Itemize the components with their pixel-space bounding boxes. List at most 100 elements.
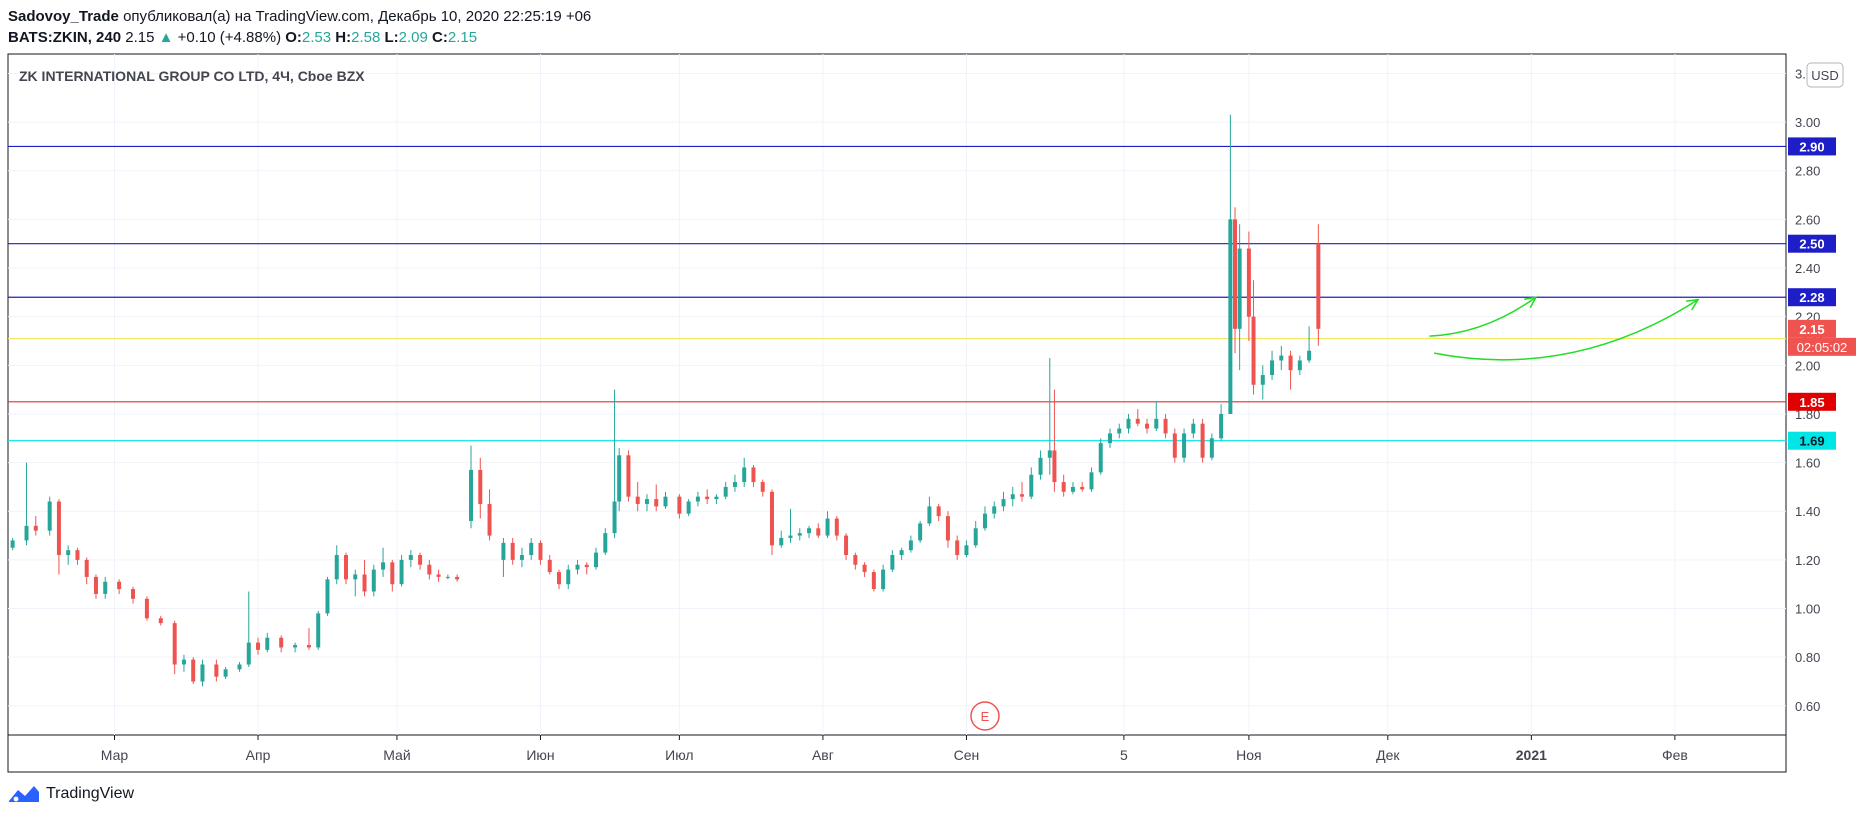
candle: [769, 489, 774, 556]
candle-body: [714, 496, 719, 500]
candle-body: [371, 569, 376, 592]
candle: [797, 528, 802, 541]
candle: [158, 615, 163, 626]
arrow-head-icon: [1524, 296, 1538, 309]
candle-body: [899, 550, 904, 556]
high-value: 2.58: [351, 29, 381, 46]
candle-body: [1288, 355, 1293, 371]
level-price-label-bg: [1788, 431, 1836, 450]
candle: [1270, 350, 1275, 380]
candle-body: [1237, 248, 1242, 329]
candle-body: [695, 496, 700, 502]
candle: [644, 494, 649, 512]
price-chart[interactable]: 0.600.801.001.201.401.601.802.002.202.40…: [0, 0, 1875, 780]
candle: [723, 482, 728, 500]
time-tick-label: Июл: [665, 747, 693, 763]
price-tick-label: 1.00: [1795, 602, 1820, 617]
candle: [181, 654, 186, 672]
candle: [214, 659, 219, 682]
candle-body: [344, 555, 349, 580]
candle: [1316, 224, 1321, 346]
time-tick-label: Авг: [812, 747, 834, 763]
last-price-label: 2.15: [1799, 322, 1824, 337]
price-tick-label: 2.60: [1795, 212, 1820, 227]
tradingview-logo-icon[interactable]: [8, 784, 40, 804]
time-tick-label: Апр: [246, 747, 271, 763]
candle-body: [556, 572, 561, 585]
candle-body: [853, 555, 858, 565]
candle-body: [455, 576, 460, 580]
candle-body: [1098, 443, 1103, 473]
candle-body: [677, 496, 682, 514]
candle: [1126, 413, 1131, 434]
candle-body: [788, 535, 793, 538]
drawing-arrows[interactable]: [1429, 296, 1700, 361]
footer-brand[interactable]: TradingView: [46, 785, 135, 802]
candle-body: [1061, 482, 1066, 492]
footer: TradingView: [8, 784, 134, 804]
grid: [8, 54, 1786, 735]
candle-body: [200, 664, 205, 682]
candle-body: [973, 528, 978, 546]
currency-badge[interactable]: USD: [1806, 62, 1844, 88]
candle: [1251, 280, 1256, 395]
candle: [131, 586, 136, 604]
time-tick-label: Май: [383, 747, 410, 763]
candle: [381, 547, 386, 577]
candle: [626, 450, 631, 502]
candle: [1089, 467, 1094, 492]
time-axis[interactable]: Мар Апр Май Июн Июл Авг Сен 5 Ноя Дек 2021 Фев: [101, 735, 1688, 763]
candle: [1228, 114, 1233, 414]
candle-body: [1307, 350, 1312, 361]
candle: [469, 445, 474, 529]
candle-body: [66, 550, 71, 556]
candle: [908, 535, 913, 553]
candle: [455, 574, 460, 582]
price-axis[interactable]: 0.600.801.001.201.401.601.802.002.202.40…: [1788, 66, 1856, 714]
candle-body: [547, 559, 552, 573]
author-name[interactable]: Sadovoy_Trade: [8, 8, 119, 25]
horizontal-levels[interactable]: [8, 145, 1786, 442]
high-label: H:: [335, 29, 352, 46]
candle-body: [390, 562, 395, 585]
candle-body: [1145, 423, 1150, 429]
candle: [436, 569, 441, 582]
candle: [510, 537, 515, 565]
candle-body: [191, 659, 196, 682]
candle: [519, 547, 524, 568]
candle: [24, 462, 29, 546]
candle: [1135, 409, 1140, 427]
candle-body: [1251, 316, 1256, 385]
candle: [862, 562, 867, 577]
candle: [172, 620, 177, 675]
candle-body: [1020, 494, 1025, 497]
time-tick-label: Мар: [101, 747, 129, 763]
candle-body: [1270, 360, 1275, 376]
candle-body: [117, 581, 122, 590]
candle: [1182, 428, 1187, 463]
candle-body: [293, 645, 298, 648]
candle-body: [246, 642, 251, 665]
candle-body: [478, 469, 483, 504]
last-price-label-bg: [1788, 319, 1836, 338]
earnings-marker[interactable]: E: [970, 701, 1000, 731]
candle: [788, 508, 793, 543]
bar-countdown-label: 02:05:02: [1797, 340, 1848, 355]
candle: [881, 564, 886, 592]
time-tick-label: Фев: [1662, 747, 1688, 763]
candle: [945, 511, 950, 548]
candle: [927, 496, 932, 526]
candle-body: [131, 589, 136, 599]
level-price-label-bg: [1788, 392, 1836, 411]
time-tick-label: Дек: [1376, 747, 1400, 763]
candle-body: [510, 542, 515, 560]
candle: [1219, 404, 1224, 441]
candle: [371, 564, 376, 597]
candle: [1288, 350, 1293, 390]
candle: [807, 525, 812, 538]
candle-body: [936, 506, 941, 517]
candle: [223, 666, 228, 680]
candle: [663, 491, 668, 509]
candle-body: [844, 535, 849, 556]
candle-body: [945, 516, 950, 541]
